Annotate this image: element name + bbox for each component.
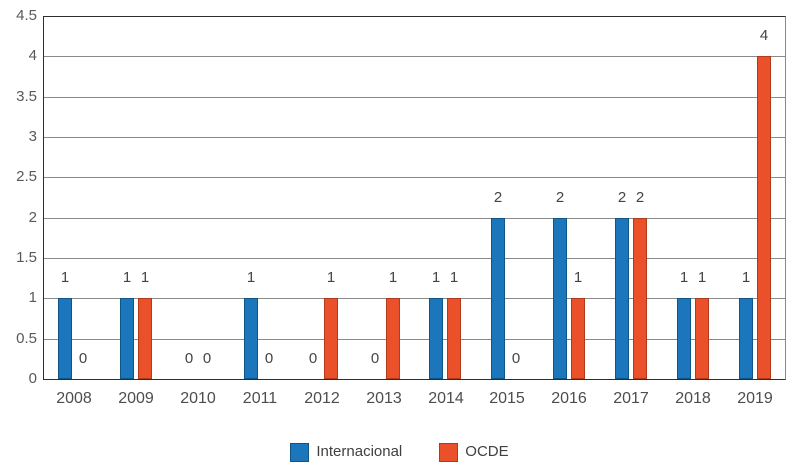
x-axis-label: 2010	[180, 390, 216, 407]
legend-item-ocde: OCDE	[439, 442, 509, 462]
bar-ocde	[324, 298, 338, 379]
bar-internacional	[739, 298, 753, 379]
bar-ocde	[447, 298, 461, 379]
y-axis-label: 1	[28, 289, 37, 306]
x-axis-label: 2015	[489, 390, 525, 407]
y-axis-label: 4	[28, 47, 37, 64]
bar-internacional	[120, 298, 134, 379]
value-label: 1	[431, 269, 441, 286]
value-label: 2	[555, 189, 565, 206]
value-label: 1	[140, 269, 150, 286]
legend-label-internacional: Internacional	[316, 443, 403, 460]
y-axis-label: 1.5	[16, 249, 37, 266]
value-label: 2	[617, 189, 627, 206]
gridline	[44, 177, 785, 178]
bar-internacional	[677, 298, 691, 379]
x-axis-label: 2009	[118, 390, 154, 407]
x-axis-label: 2019	[737, 390, 773, 407]
y-axis-label: 2.5	[16, 168, 37, 185]
y-axis-label: 0.5	[16, 330, 37, 347]
x-axis-label: 2016	[551, 390, 587, 407]
bar-ocde	[571, 298, 585, 379]
legend-swatch-internacional	[290, 442, 310, 462]
value-label: 0	[264, 350, 274, 367]
gridline	[44, 137, 785, 138]
gridline	[44, 97, 785, 98]
value-label: 0	[511, 350, 521, 367]
value-label: 4	[759, 27, 769, 44]
legend: Internacional OCDE	[0, 441, 799, 463]
legend-label-ocde: OCDE	[465, 443, 509, 460]
bar-internacional	[244, 298, 258, 379]
gridline	[44, 339, 785, 340]
value-label: 1	[697, 269, 707, 286]
value-label: 0	[370, 350, 380, 367]
bar-internacional	[615, 218, 629, 379]
gridline	[44, 298, 785, 299]
value-label: 1	[326, 269, 336, 286]
bar-ocde	[695, 298, 709, 379]
x-axis-label: 2017	[613, 390, 649, 407]
plot-area	[43, 16, 786, 380]
value-label: 1	[122, 269, 132, 286]
value-label: 1	[741, 269, 751, 286]
bar-internacional	[491, 218, 505, 379]
y-axis-label: 0	[28, 370, 37, 387]
gridline	[44, 56, 785, 57]
value-label: 0	[184, 350, 194, 367]
x-axis-label: 2018	[675, 390, 711, 407]
x-axis-label: 2011	[242, 390, 278, 407]
value-label: 0	[202, 350, 212, 367]
value-label: 1	[679, 269, 689, 286]
value-label: 1	[449, 269, 459, 286]
value-label: 1	[573, 269, 583, 286]
legend-swatch-ocde	[439, 442, 459, 462]
x-axis-label: 2008	[56, 390, 92, 407]
bar-internacional	[58, 298, 72, 379]
bar-internacional	[553, 218, 567, 379]
gridline	[44, 218, 785, 219]
x-axis-label: 2014	[428, 390, 464, 407]
gridline	[44, 258, 785, 259]
bar-ocde	[633, 218, 647, 379]
legend-item-internacional: Internacional	[290, 442, 402, 462]
y-axis-label: 3	[28, 128, 37, 145]
bar-ocde	[138, 298, 152, 379]
x-axis-label: 2013	[366, 390, 402, 407]
value-label: 1	[388, 269, 398, 286]
y-axis-label: 4.5	[16, 7, 37, 24]
x-axis-label: 2012	[304, 390, 340, 407]
value-label: 2	[635, 189, 645, 206]
value-label: 1	[60, 269, 70, 286]
value-label: 0	[308, 350, 318, 367]
y-axis-label: 2	[28, 209, 37, 226]
y-axis-label: 3.5	[16, 88, 37, 105]
value-label: 1	[246, 269, 256, 286]
value-label: 0	[78, 350, 88, 367]
value-label: 2	[493, 189, 503, 206]
bar-ocde	[757, 56, 771, 379]
bar-ocde	[386, 298, 400, 379]
bar-internacional	[429, 298, 443, 379]
